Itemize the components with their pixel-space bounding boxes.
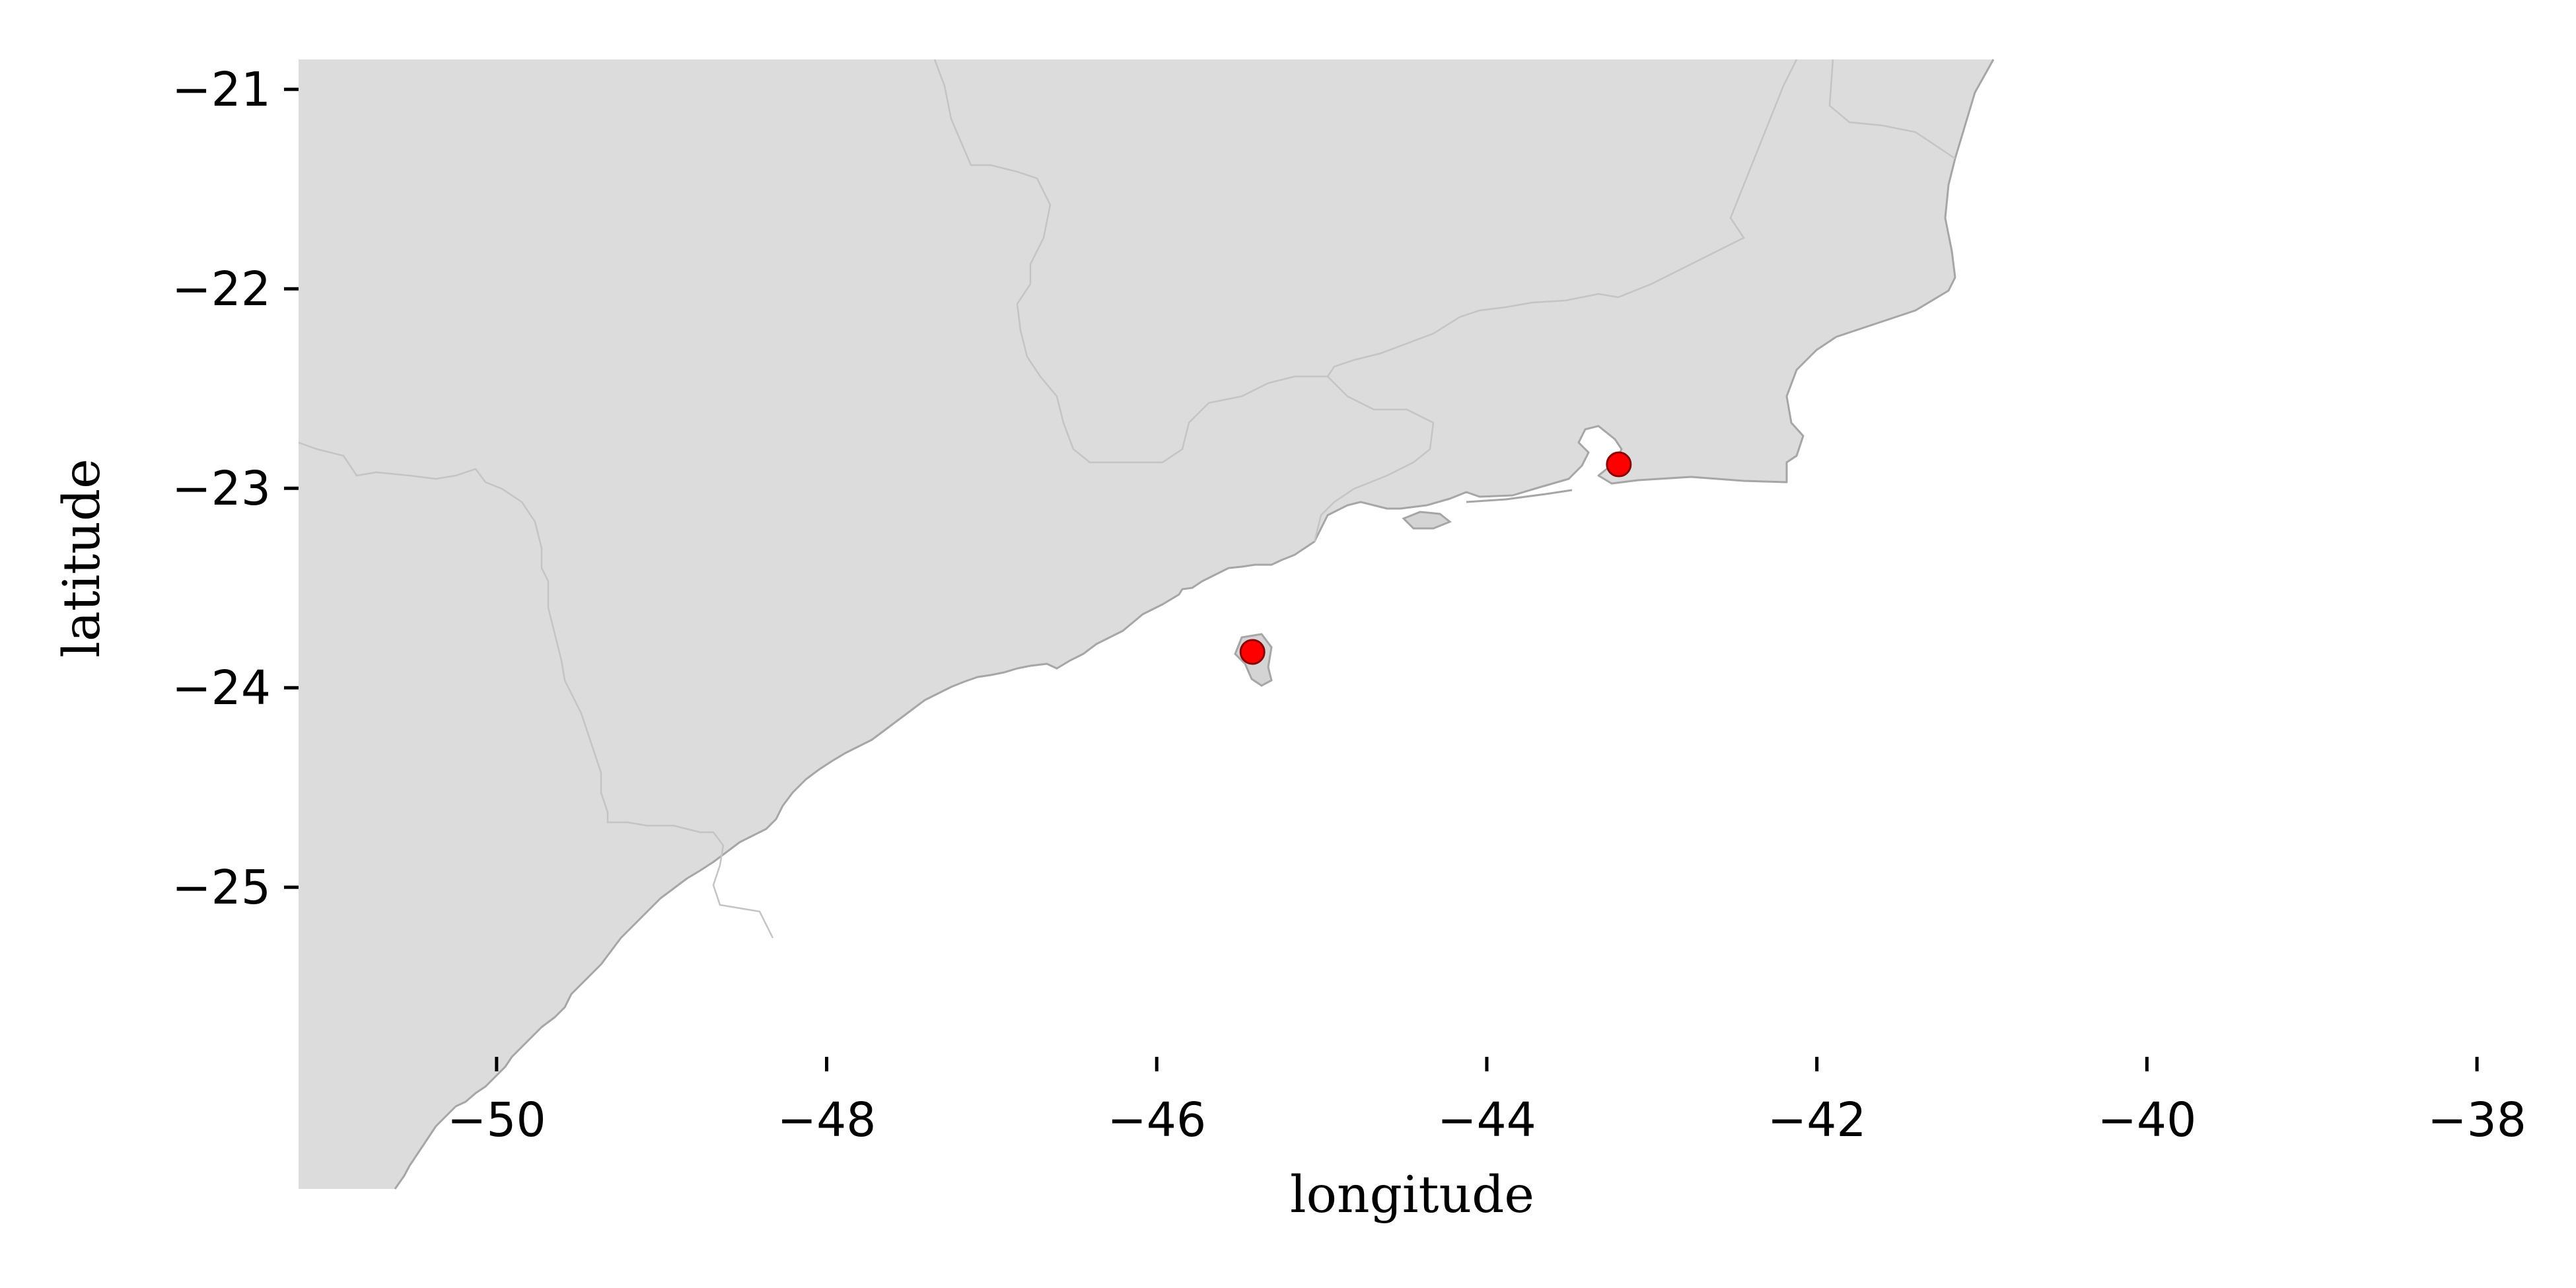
border-mg-sp-north bbox=[1326, 59, 1798, 377]
coastline bbox=[394, 59, 1995, 1190]
y-axis-title: latitude bbox=[53, 458, 112, 658]
x-tick-label: −44 bbox=[1437, 1092, 1536, 1147]
x-axis-title: longitude bbox=[1290, 1166, 1534, 1225]
island-ilha-grande bbox=[1402, 511, 1452, 530]
x-tick-label: −46 bbox=[1107, 1092, 1206, 1147]
x-tick-label: −40 bbox=[2097, 1092, 2196, 1147]
x-tick-label: −50 bbox=[447, 1092, 546, 1147]
y-axis: −21 −22 −23 −24 −25 bbox=[172, 62, 299, 915]
border-sp-mg bbox=[933, 59, 1435, 542]
map-plot-area bbox=[298, 59, 1995, 1190]
location-marker[interactable] bbox=[1239, 639, 1266, 665]
y-tick-label: −22 bbox=[172, 262, 271, 316]
x-tick-label: −38 bbox=[2427, 1092, 2526, 1147]
location-marker[interactable] bbox=[1606, 451, 1632, 478]
island-marambaia bbox=[1466, 489, 1573, 503]
x-axis: −50 −48 −46 −44 −42 −40 −38 bbox=[447, 1057, 2526, 1147]
x-tick-label: −42 bbox=[1768, 1092, 1867, 1147]
land-area bbox=[299, 59, 1993, 1189]
border-sp-pr bbox=[298, 441, 774, 939]
y-tick-label: −21 bbox=[172, 62, 271, 117]
y-tick-label: −23 bbox=[172, 461, 271, 516]
y-tick-label: −25 bbox=[172, 860, 271, 915]
x-tick-label: −48 bbox=[777, 1092, 877, 1147]
y-tick-label: −24 bbox=[172, 661, 271, 715]
border-mg-rj bbox=[1828, 59, 1956, 160]
